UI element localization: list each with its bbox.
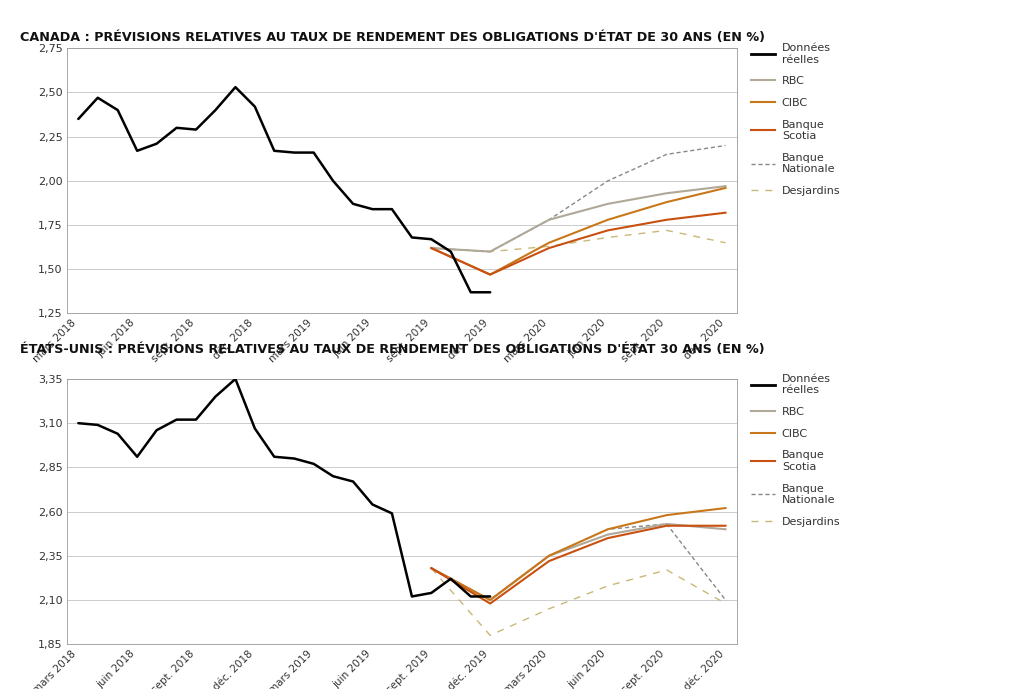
- Legend: Données
réelles, RBC, CIBC, Banque
Scotia, Banque
Nationale, Desjardins: Données réelles, RBC, CIBC, Banque Scoti…: [751, 43, 841, 196]
- Text: ÉTATS-UNIS : PRÉVISIONS RELATIVES AU TAUX DE RENDEMENT DES OBLIGATIONS D'ÉTAT 30: ÉTATS-UNIS : PRÉVISIONS RELATIVES AU TAU…: [20, 343, 765, 356]
- Text: CANADA : PRÉVISIONS RELATIVES AU TAUX DE RENDEMENT DES OBLIGATIONS D'ÉTAT DE 30 : CANADA : PRÉVISIONS RELATIVES AU TAUX DE…: [20, 31, 766, 44]
- Legend: Données
réelles, RBC, CIBC, Banque
Scotia, Banque
Nationale, Desjardins: Données réelles, RBC, CIBC, Banque Scoti…: [751, 373, 841, 527]
